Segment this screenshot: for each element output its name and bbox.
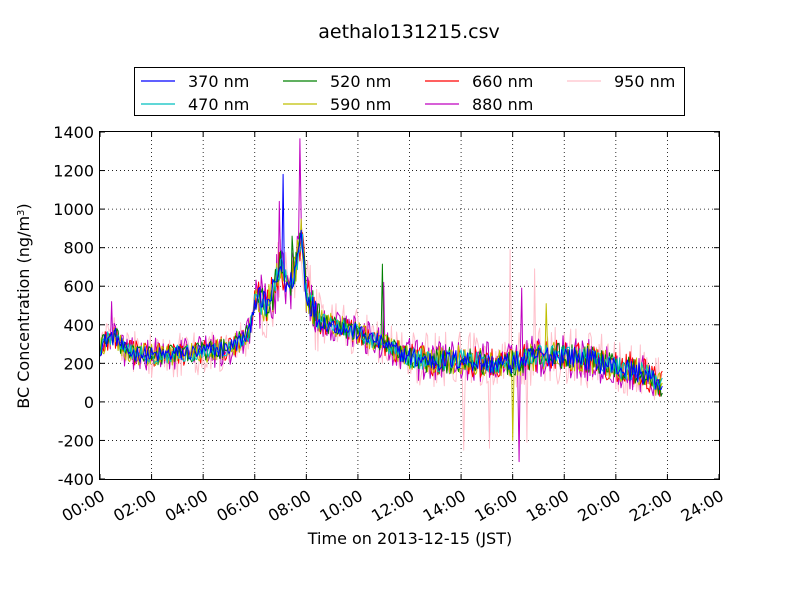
y-axis-label-main: BC Concentration (ng/m bbox=[14, 216, 33, 409]
x-tick-label: 20:00 bbox=[574, 486, 623, 526]
x-tick-label: 08:00 bbox=[265, 486, 314, 526]
series-line-520-nm bbox=[99, 232, 663, 397]
x-tick-label: 24:00 bbox=[678, 486, 727, 526]
chart-title: aethalo131215.csv bbox=[318, 21, 500, 43]
legend-label: 520 nm bbox=[330, 72, 391, 91]
x-tick-label: 14:00 bbox=[420, 486, 469, 526]
x-tick-label: 04:00 bbox=[162, 486, 211, 526]
x-tick-label: 10:00 bbox=[316, 486, 365, 526]
legend-box bbox=[134, 67, 685, 116]
y-tick-label: 800 bbox=[63, 239, 94, 258]
series-line-470-nm bbox=[99, 233, 663, 390]
x-tick-label: 18:00 bbox=[523, 486, 572, 526]
legend-label: 470 nm bbox=[188, 95, 249, 114]
y-tick-labels: -400 -200 0 200 400 600 800 1000 1200 1400 bbox=[53, 123, 94, 489]
legend-label: 590 nm bbox=[330, 95, 391, 114]
y-tick-label: -200 bbox=[58, 431, 94, 450]
y-tick-label: 0 bbox=[84, 393, 94, 412]
x-tick-label: 16:00 bbox=[471, 486, 520, 526]
x-tick-label: 00:00 bbox=[59, 486, 108, 526]
x-tick-labels: 00:00 02:00 04:00 06:00 08:00 10:00 12:00 14:00… bbox=[59, 486, 727, 526]
legend-label: 660 nm bbox=[472, 72, 533, 91]
x-axis-label: Time on 2013-12-15 (JST) bbox=[307, 529, 512, 548]
series-line-880-nm bbox=[99, 138, 663, 463]
series-lines bbox=[99, 138, 663, 463]
y-axis-label: BC Concentration (ng/m3) bbox=[14, 203, 33, 408]
y-axis-label-sup: 3 bbox=[16, 210, 27, 216]
grid bbox=[100, 132, 719, 479]
x-tick-label: 02:00 bbox=[110, 486, 159, 526]
y-tick-label: 600 bbox=[63, 277, 94, 296]
legend-label: 370 nm bbox=[188, 72, 249, 91]
y-tick-label: 1200 bbox=[53, 162, 94, 181]
legend-label: 880 nm bbox=[472, 95, 533, 114]
legend-label: 950 nm bbox=[614, 72, 675, 91]
y-tick-label: 400 bbox=[63, 316, 94, 335]
plot-frame bbox=[99, 131, 720, 480]
x-tick-label: 12:00 bbox=[368, 486, 417, 526]
y-tick-label: -400 bbox=[58, 470, 94, 489]
x-tick-label: 06:00 bbox=[213, 486, 262, 526]
y-tick-label: 1400 bbox=[53, 123, 94, 142]
y-axis-label-end: ) bbox=[14, 203, 33, 209]
legend: 370 nm 470 nm 520 nm 590 nm 660 nm 880 nm 950 … bbox=[134, 67, 685, 116]
x-tick-label: 22:00 bbox=[626, 486, 675, 526]
y-tick-label: 1000 bbox=[53, 200, 94, 219]
y-tick-label: 200 bbox=[63, 354, 94, 373]
series-line-370-nm bbox=[99, 173, 663, 390]
